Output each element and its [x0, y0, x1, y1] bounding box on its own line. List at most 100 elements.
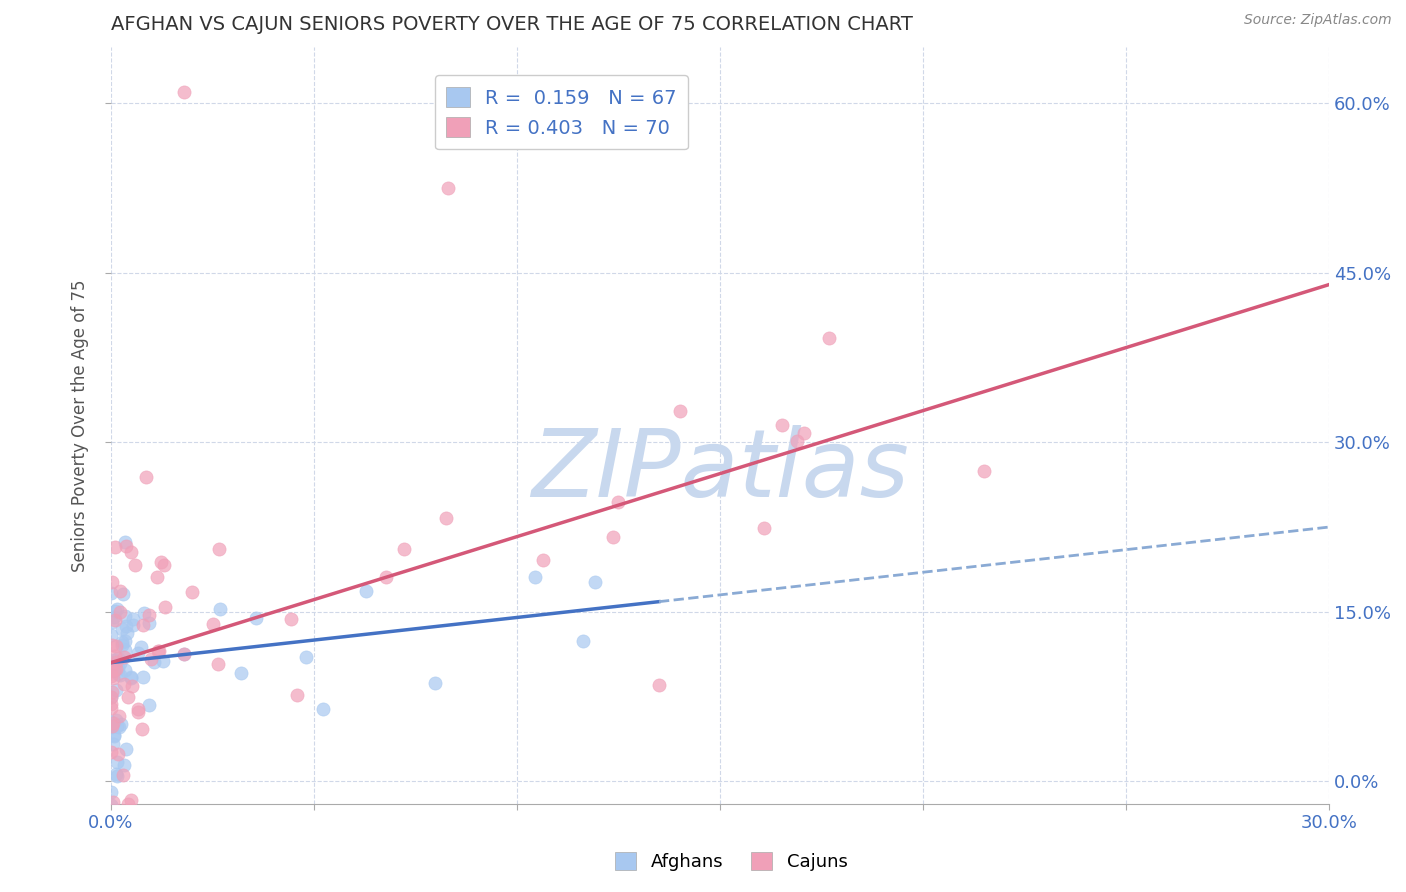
Point — [117, 797, 139, 811]
Point — [112, 649, 135, 664]
Point — [149, 555, 172, 569]
Point — [105, 719, 128, 733]
Point — [111, 638, 134, 652]
Point — [108, 721, 131, 735]
Point — [111, 635, 134, 649]
Point — [129, 640, 152, 655]
Point — [103, 610, 125, 624]
Point — [148, 644, 170, 658]
Point — [112, 757, 135, 772]
Point — [354, 583, 377, 598]
Point — [101, 638, 124, 652]
Point — [100, 797, 122, 812]
Point — [818, 331, 841, 345]
Point — [285, 688, 308, 702]
Point — [648, 678, 671, 692]
Point — [531, 553, 554, 567]
Legend: Afghans, Cajuns: Afghans, Cajuns — [607, 845, 855, 879]
Point — [100, 720, 122, 734]
Point — [121, 679, 143, 693]
Point — [124, 558, 146, 572]
Point — [100, 665, 122, 679]
Point — [100, 628, 122, 642]
Point — [138, 615, 160, 630]
Point — [280, 612, 302, 626]
Point — [524, 569, 547, 583]
Point — [146, 570, 169, 584]
Text: Source: ZipAtlas.com: Source: ZipAtlas.com — [1244, 13, 1392, 28]
Point — [155, 600, 177, 615]
Point — [105, 769, 128, 783]
Point — [110, 668, 132, 682]
Point — [142, 655, 165, 669]
Point — [121, 618, 143, 632]
Point — [181, 585, 204, 599]
Point — [124, 814, 146, 829]
Point — [110, 583, 132, 598]
Point — [112, 767, 135, 781]
Point — [132, 618, 155, 632]
Point — [173, 648, 195, 662]
Point — [668, 404, 690, 418]
Point — [100, 690, 122, 705]
Y-axis label: Seniors Poverty Over the Age of 75: Seniors Poverty Over the Age of 75 — [72, 279, 89, 572]
Point — [423, 675, 446, 690]
Point — [793, 426, 815, 441]
Point — [103, 614, 125, 628]
Point — [173, 85, 195, 99]
Point — [104, 541, 127, 555]
Point — [107, 666, 129, 681]
Point — [146, 643, 169, 657]
Point — [120, 793, 142, 807]
Point — [127, 702, 149, 716]
Point — [786, 434, 808, 449]
Point — [100, 785, 122, 799]
Point — [752, 521, 775, 535]
Point — [572, 634, 595, 648]
Point — [100, 697, 122, 711]
Point — [131, 722, 153, 736]
Point — [132, 670, 155, 684]
Point — [312, 702, 335, 716]
Point — [114, 609, 136, 624]
Point — [111, 622, 134, 636]
Point — [107, 601, 129, 615]
Point — [100, 719, 122, 733]
Point — [602, 530, 624, 544]
Point — [104, 639, 127, 653]
Point — [101, 795, 124, 809]
Text: AFGHAN VS CAJUN SENIORS POVERTY OVER THE AGE OF 75 CORRELATION CHART: AFGHAN VS CAJUN SENIORS POVERTY OVER THE… — [111, 15, 912, 34]
Point — [104, 683, 127, 698]
Point — [100, 586, 122, 600]
Point — [104, 659, 127, 673]
Point — [103, 730, 125, 744]
Point — [101, 716, 124, 731]
Point — [114, 643, 136, 657]
Point — [112, 677, 135, 691]
Point — [153, 558, 176, 572]
Point — [209, 602, 232, 616]
Point — [101, 685, 124, 699]
Point — [152, 655, 174, 669]
Point — [973, 464, 995, 478]
Point — [111, 587, 134, 601]
Point — [115, 618, 138, 632]
Point — [107, 660, 129, 674]
Point — [107, 747, 129, 761]
Point — [295, 650, 318, 665]
Point — [115, 742, 138, 756]
Point — [120, 816, 142, 830]
Point — [114, 535, 136, 549]
Point — [104, 655, 127, 669]
Point — [437, 181, 460, 195]
Point — [135, 469, 157, 483]
Point — [100, 745, 122, 759]
Point — [100, 701, 122, 715]
Point — [108, 657, 131, 671]
Point — [101, 575, 124, 590]
Point — [375, 570, 398, 584]
Point — [231, 665, 253, 680]
Point — [100, 715, 122, 730]
Point — [107, 709, 129, 723]
Point — [108, 605, 131, 619]
